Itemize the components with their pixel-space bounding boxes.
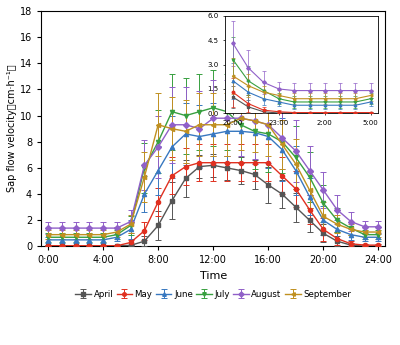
Y-axis label: Sap flow velocity（cm·h⁻¹）: Sap flow velocity（cm·h⁻¹）	[7, 65, 17, 193]
X-axis label: Time: Time	[200, 271, 227, 281]
Legend: April, May, June, July, August, September: April, May, June, July, August, Septembe…	[75, 289, 351, 298]
